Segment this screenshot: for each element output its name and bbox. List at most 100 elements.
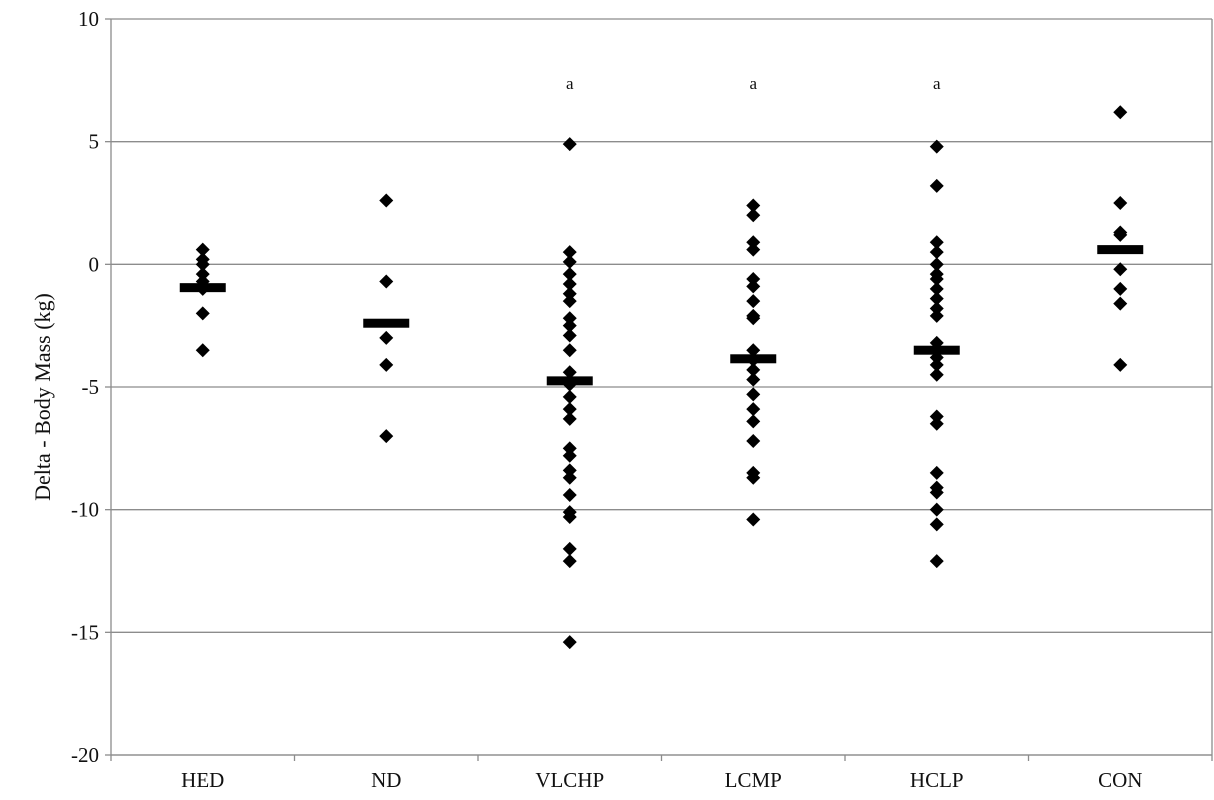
data-point [1113, 227, 1128, 242]
y-tick-label: 0 [89, 252, 100, 276]
y-tick-label: -15 [71, 620, 99, 644]
data-point [1113, 105, 1128, 120]
data-point [562, 245, 577, 260]
mean-bar [363, 318, 410, 328]
data-point [195, 267, 210, 282]
data-point [562, 286, 577, 301]
data-point [562, 510, 577, 525]
data-point [929, 178, 944, 193]
data-point [562, 448, 577, 463]
data-point [379, 429, 394, 444]
data-point [929, 465, 944, 480]
data-point [562, 463, 577, 478]
data-point [929, 291, 944, 306]
data-point [195, 306, 210, 321]
data-point [562, 276, 577, 291]
data-point [746, 362, 761, 377]
data-point [562, 487, 577, 502]
data-point [562, 294, 577, 309]
y-tick-label: -5 [82, 375, 100, 399]
data-point [562, 311, 577, 326]
data-point [379, 274, 394, 289]
data-point [929, 308, 944, 323]
mean-bar [1097, 245, 1144, 255]
data-point [746, 242, 761, 257]
data-point [929, 139, 944, 154]
y-tick-label: -10 [71, 498, 99, 522]
y-axis-title: Delta - Body Mass (kg) [30, 293, 55, 501]
data-point [562, 411, 577, 426]
mean-bar [546, 376, 593, 386]
data-point [929, 409, 944, 424]
x-category-label: ND [371, 768, 401, 792]
data-point [929, 485, 944, 500]
data-point [746, 387, 761, 402]
data-point [562, 267, 577, 282]
data-point [562, 343, 577, 358]
data-point [1113, 357, 1128, 372]
data-point [746, 414, 761, 429]
x-category-label: CON [1098, 768, 1142, 792]
data-point [379, 193, 394, 208]
x-category-label: LCMP [725, 768, 782, 792]
significance-annotation: a [933, 74, 941, 93]
data-point [562, 402, 577, 417]
data-point [746, 402, 761, 417]
y-tick-label: -20 [71, 743, 99, 767]
significance-annotation: a [749, 74, 757, 93]
data-point [746, 272, 761, 287]
data-point [562, 541, 577, 556]
x-category-label: VLCHP [535, 768, 604, 792]
data-point [929, 245, 944, 260]
x-category-label: HED [181, 768, 224, 792]
data-point [562, 635, 577, 650]
data-point [929, 367, 944, 382]
data-point [929, 272, 944, 287]
x-category-label: HCLP [910, 768, 964, 792]
data-point [1113, 296, 1128, 311]
data-point [562, 328, 577, 343]
data-point [746, 279, 761, 294]
data-point [746, 512, 761, 527]
data-point [379, 357, 394, 372]
data-point [562, 137, 577, 152]
data-point [562, 365, 577, 380]
data-point [1113, 196, 1128, 210]
data-point [746, 433, 761, 448]
data-point [746, 470, 761, 485]
mean-bar [179, 283, 226, 293]
data-point [379, 330, 394, 345]
data-point [929, 281, 944, 296]
data-point [562, 554, 577, 569]
data-point [929, 235, 944, 250]
data-point [746, 235, 761, 250]
data-point [562, 254, 577, 269]
data-point [746, 208, 761, 223]
data-point [562, 318, 577, 333]
data-point [929, 517, 944, 532]
data-point [929, 554, 944, 569]
data-point [195, 242, 210, 257]
data-point [746, 343, 761, 358]
data-point [929, 416, 944, 431]
mean-bar [730, 354, 777, 364]
data-point [746, 311, 761, 326]
data-point [929, 502, 944, 517]
data-point [1113, 281, 1128, 296]
data-point [195, 343, 210, 358]
mean-bar [913, 345, 960, 355]
data-point [929, 257, 944, 272]
data-point [1113, 262, 1128, 277]
y-tick-label: 10 [78, 7, 99, 31]
data-point [195, 257, 210, 272]
data-point [929, 357, 944, 372]
y-tick-label: 5 [89, 130, 100, 154]
data-point [929, 301, 944, 316]
significance-annotation: a [566, 74, 574, 93]
data-point [746, 294, 761, 309]
data-point [562, 441, 577, 456]
data-point [746, 198, 761, 213]
data-point [562, 470, 577, 485]
